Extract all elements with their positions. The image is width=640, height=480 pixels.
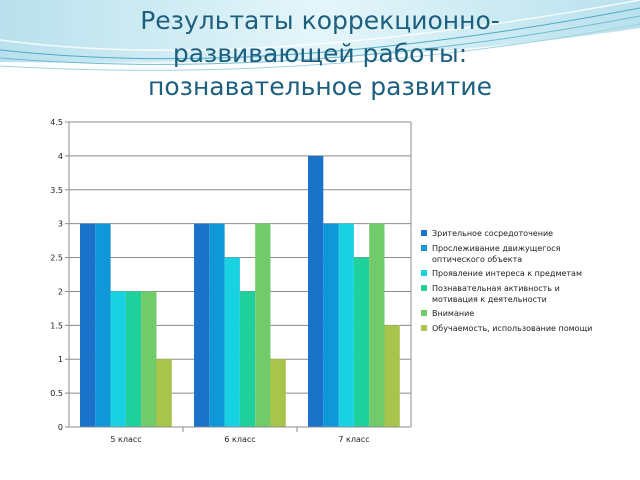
legend-swatch xyxy=(421,230,427,236)
legend-label: Познавательная активность и xyxy=(432,283,560,293)
y-tick-label: 2 xyxy=(58,287,63,296)
bar xyxy=(95,223,111,427)
slide-header-decoration xyxy=(0,0,640,71)
legend-swatch xyxy=(421,310,427,316)
bar xyxy=(323,223,339,427)
x-tick-label: 7 класс xyxy=(338,435,369,444)
legend-item: Познавательная активность и мотивация к д… xyxy=(421,283,621,305)
x-tick-label: 6 класс xyxy=(224,435,255,444)
y-tick-label: 3 xyxy=(58,220,63,229)
slide-title-line-2: развивающей работы: xyxy=(172,39,468,68)
y-tick-label: 4.5 xyxy=(50,118,63,127)
bar xyxy=(270,359,286,427)
y-tick-label: 2.5 xyxy=(50,254,63,263)
bar xyxy=(194,223,210,427)
legend-label: Обучаемость, использование помощи xyxy=(432,323,593,333)
legend-item: Зрительное сосредоточение xyxy=(421,228,621,239)
legend-swatch xyxy=(421,324,427,331)
x-tick-label: 5 класс xyxy=(110,435,141,444)
y-tick-label: 0.5 xyxy=(50,389,63,398)
bar xyxy=(308,155,324,427)
chart-legend: Зрительное сосредоточение Прослеживание д… xyxy=(421,228,621,337)
legend-label: оптического объекта xyxy=(432,254,523,264)
bar xyxy=(110,291,126,427)
bar xyxy=(224,257,240,427)
y-tick-label: 1 xyxy=(58,355,63,364)
bar xyxy=(156,359,172,427)
bar xyxy=(353,257,370,427)
legend-label: Проявление интереса к предметам xyxy=(432,269,582,278)
legend-label: мотивация к деятельности xyxy=(432,294,547,304)
legend-label: Прослеживание движущегося xyxy=(432,243,561,253)
y-tick-label: 0 xyxy=(58,423,63,432)
chart-axes: 0 0.5 1 1.5 2 2.5 3 3.5 4 4.5 5 класс 6 класс 7 клас… xyxy=(50,118,412,444)
legend-swatch xyxy=(421,244,427,251)
y-tick-label: 4 xyxy=(58,152,63,161)
slide-title: Результаты коррекционно- развивающей раб… xyxy=(60,4,580,103)
legend-label: Зрительное сосредоточение xyxy=(432,229,554,238)
bar xyxy=(125,291,142,427)
bar xyxy=(384,325,400,427)
chart-bars xyxy=(80,155,400,427)
bar xyxy=(80,223,96,427)
legend-swatch xyxy=(421,284,427,291)
bar xyxy=(255,223,271,427)
legend-item: Прослеживание движущегося оптического объ… xyxy=(421,243,621,265)
bar xyxy=(369,223,385,427)
slide-title-line-3: познавательное развитие xyxy=(148,72,492,101)
legend-item: Проявление интереса к предметам xyxy=(421,268,621,279)
bar xyxy=(239,291,256,427)
legend-label: Внимание xyxy=(432,309,475,318)
legend-item: Обучаемость, использование помощи xyxy=(421,323,621,334)
slide-title-line-1: Результаты коррекционно- xyxy=(140,6,500,35)
y-tick-label: 3.5 xyxy=(50,186,63,195)
bar xyxy=(141,291,157,427)
legend-swatch xyxy=(421,270,427,276)
bar xyxy=(338,223,354,427)
legend-item: Внимание xyxy=(421,308,621,319)
y-tick-label: 1.5 xyxy=(50,321,63,330)
bar xyxy=(209,223,225,427)
